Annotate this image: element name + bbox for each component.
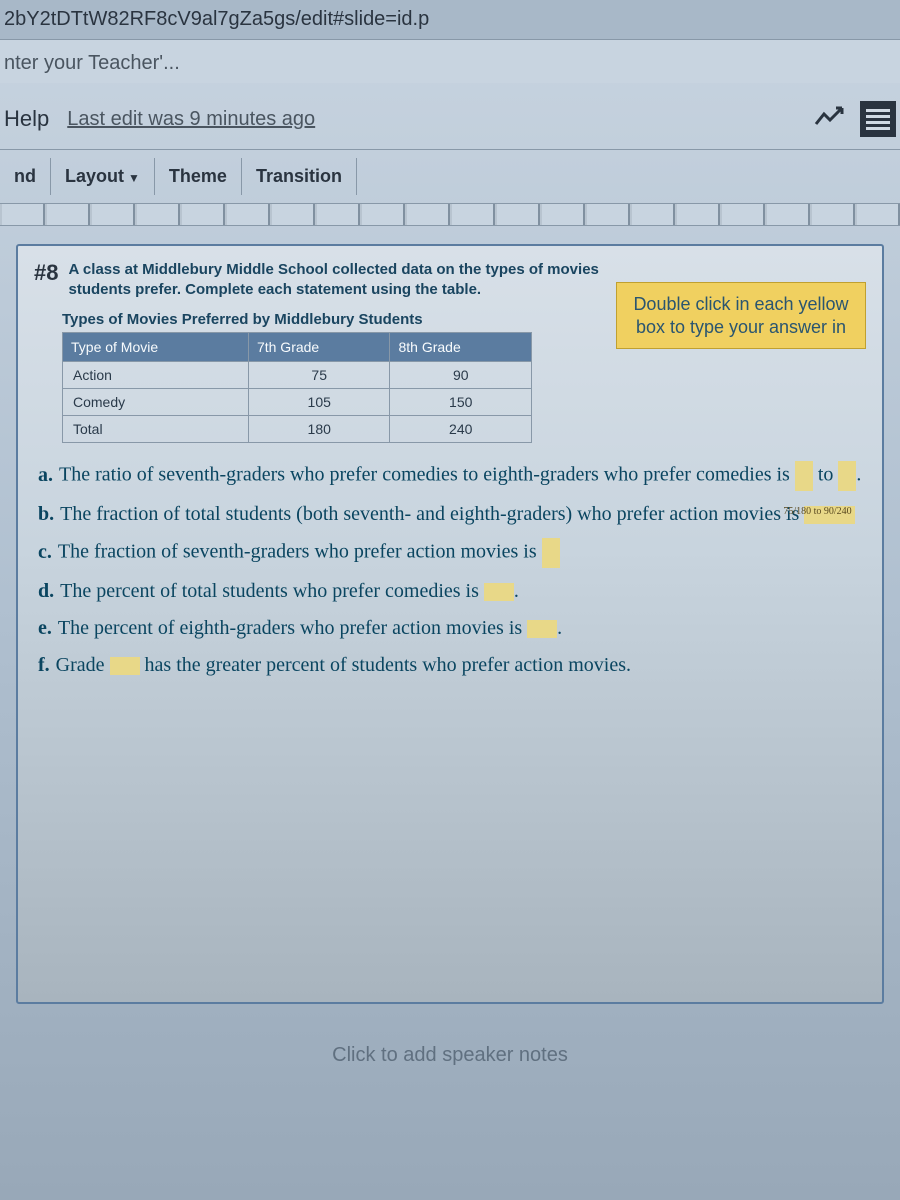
q-text2: . xyxy=(856,464,861,486)
last-edit-link[interactable]: Last edit was 9 minutes ago xyxy=(67,108,315,131)
table-row: Action 75 90 xyxy=(63,362,532,389)
q-letter: a. xyxy=(38,464,53,486)
q-letter: b. xyxy=(38,503,54,525)
th-7th: 7th Grade xyxy=(248,333,390,362)
q-text2: . xyxy=(557,617,562,639)
table-title: Types of Movies Preferred by Middlebury … xyxy=(62,311,600,328)
prompt-text: A class at Middlebury Middle School coll… xyxy=(34,260,600,299)
question-a: a. The ratio of seventh-graders who prefe… xyxy=(34,461,866,491)
th-8th: 8th Grade xyxy=(390,333,532,362)
toolbar-layout[interactable]: Layout ▼ xyxy=(51,158,155,195)
menu-bar: Help Last edit was 9 minutes ago xyxy=(0,83,900,149)
q-text: Grade xyxy=(56,654,110,676)
q-text: The fraction of total students (both sev… xyxy=(60,503,804,525)
slide-area: #8 A class at Middlebury Middle School c… xyxy=(0,226,900,1085)
toolbar-nd[interactable]: nd xyxy=(0,158,51,195)
table-header-row: Type of Movie 7th Grade 8th Grade xyxy=(63,333,532,362)
answer-box[interactable] xyxy=(838,461,856,491)
question-e: e. The percent of eighth-graders who pref… xyxy=(34,615,866,642)
menu-dense-icon[interactable] xyxy=(860,101,896,137)
cell: Total xyxy=(63,416,249,443)
speaker-notes[interactable]: Click to add speaker notes xyxy=(16,1044,884,1067)
question-b: b. The fraction of total students (both s… xyxy=(34,501,866,528)
table-row: Total 180 240 xyxy=(63,416,532,443)
q-text: The ratio of seventh-graders who prefer … xyxy=(59,464,795,486)
toolbar-transition[interactable]: Transition xyxy=(242,158,357,195)
q-text: The fraction of seventh-graders who pref… xyxy=(58,541,542,563)
hint-box: Double click in each yellow box to type … xyxy=(616,282,866,349)
cell: 75 xyxy=(248,362,390,389)
question-number: #8 xyxy=(34,260,58,286)
q-text: The percent of total students who prefer… xyxy=(60,580,484,602)
q-letter: f. xyxy=(38,654,50,676)
questions: a. The ratio of seventh-graders who prefe… xyxy=(34,461,866,679)
answer-box[interactable] xyxy=(527,620,557,638)
cell: 240 xyxy=(390,416,532,443)
q-text2: has the greater percent of students who … xyxy=(140,654,631,676)
toolbar: nd Layout ▼ Theme Transition xyxy=(0,149,900,204)
q-letter: c. xyxy=(38,541,52,563)
answer-box[interactable] xyxy=(795,461,813,491)
q-mid: to xyxy=(813,464,839,486)
answer-box[interactable]: 75/180 to 90/240 xyxy=(804,506,854,524)
q-text2: . xyxy=(514,580,519,602)
url-bar[interactable]: 2bY2tDTtW82RF8cV9al7gZa5gs/edit#slide=id… xyxy=(0,0,900,40)
doc-title[interactable]: nter your Teacher'... xyxy=(0,40,900,83)
menu-help[interactable]: Help xyxy=(4,106,49,132)
th-type: Type of Movie xyxy=(63,333,249,362)
cell: Comedy xyxy=(63,389,249,416)
cell: 150 xyxy=(390,389,532,416)
answer-box[interactable] xyxy=(484,583,514,601)
q-text: The percent of eighth-graders who prefer… xyxy=(58,617,527,639)
q-letter: d. xyxy=(38,580,54,602)
slide[interactable]: #8 A class at Middlebury Middle School c… xyxy=(16,244,884,1004)
chevron-down-icon: ▼ xyxy=(128,171,140,185)
cell: 180 xyxy=(248,416,390,443)
question-d: d. The percent of total students who pref… xyxy=(34,578,866,605)
cell: 90 xyxy=(390,362,532,389)
trend-icon[interactable] xyxy=(814,103,848,135)
layout-label: Layout xyxy=(65,166,124,186)
top-icons xyxy=(814,101,896,137)
answer-box[interactable] xyxy=(110,657,140,675)
cell: Action xyxy=(63,362,249,389)
answer-box[interactable] xyxy=(542,538,560,568)
data-table: Type of Movie 7th Grade 8th Grade Action… xyxy=(62,332,532,443)
q-letter: e. xyxy=(38,617,52,639)
table-row: Comedy 105 150 xyxy=(63,389,532,416)
cell: 105 xyxy=(248,389,390,416)
toolbar-theme[interactable]: Theme xyxy=(155,158,242,195)
question-c: c. The fraction of seventh-graders who pr… xyxy=(34,538,866,568)
ruler[interactable] xyxy=(0,204,900,226)
question-f: f. Grade has the greater percent of stude… xyxy=(34,652,866,679)
